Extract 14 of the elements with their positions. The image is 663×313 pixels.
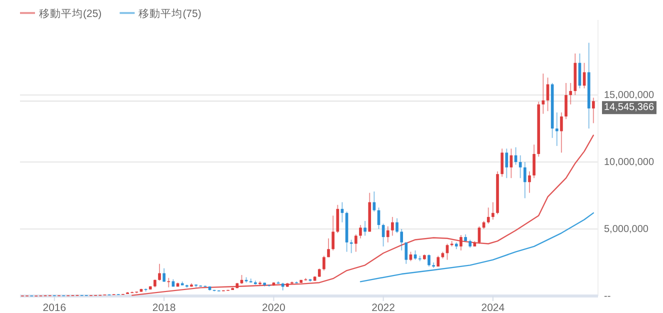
x-tick-label: 2016 (42, 302, 66, 313)
y-tick-label: 15,000,000 (604, 90, 654, 102)
y-tick-label: 5,000,000 (604, 224, 649, 236)
line-series (131, 134, 594, 296)
x-tick-label: 2024 (481, 302, 505, 313)
y-tick-label: -- (604, 291, 611, 302)
legend-label: 移動平均(25) (39, 8, 102, 20)
ref-line-label: 14,545,366 (604, 102, 654, 114)
x-tick-label: 2018 (152, 302, 176, 313)
x-tick-label: 2020 (262, 302, 286, 313)
legend-label: 移動平均(75) (138, 8, 202, 20)
y-tick-label: 10,000,000 (604, 157, 654, 168)
line-series (360, 212, 594, 282)
x-tick-label: 2022 (372, 302, 396, 313)
